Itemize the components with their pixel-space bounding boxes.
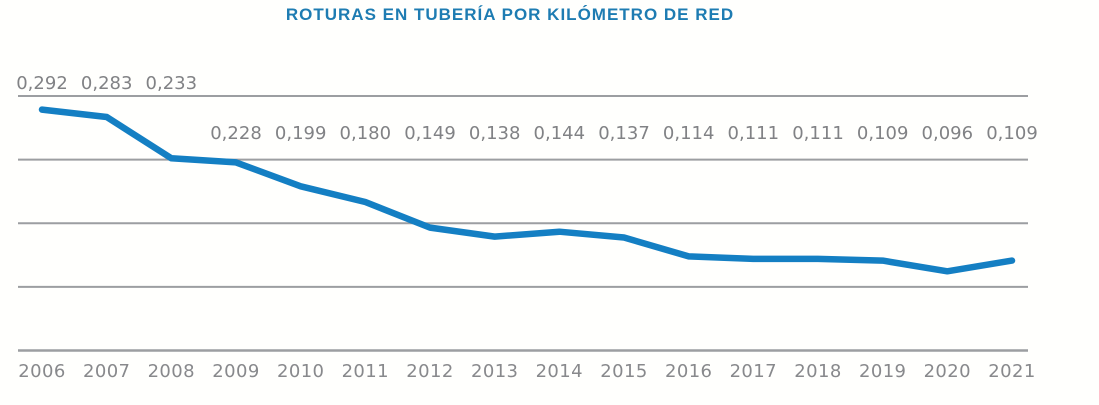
- x-tick-label: 2015: [600, 361, 647, 382]
- value-label: 0,111: [728, 123, 780, 144]
- x-tick-label: 2014: [536, 361, 583, 382]
- x-tick-label: 2021: [988, 361, 1035, 382]
- value-label: 0,111: [792, 123, 844, 144]
- x-tick-label: 2006: [18, 361, 65, 382]
- value-label: 0,137: [598, 123, 650, 144]
- value-label: 0,149: [404, 123, 456, 144]
- x-tick-label: 2016: [665, 361, 712, 382]
- x-tick-label: 2010: [277, 361, 324, 382]
- x-tick-label: 2007: [83, 361, 130, 382]
- x-tick-label: 2013: [471, 361, 518, 382]
- chart-title: ROTURAS EN TUBERÍA POR KILÓMETRO DE RED: [285, 5, 735, 24]
- value-label: 0,096: [922, 123, 974, 144]
- value-label: 0,233: [146, 73, 198, 94]
- value-label: 0,292: [16, 73, 68, 94]
- x-tick-label: 2017: [730, 361, 777, 382]
- value-label: 0,180: [340, 123, 392, 144]
- x-tick-label: 2012: [406, 361, 453, 382]
- value-label: 0,283: [81, 73, 133, 94]
- x-tick-label: 2020: [924, 361, 971, 382]
- x-tick-label: 2008: [148, 361, 195, 382]
- x-tick-label: 2011: [342, 361, 389, 382]
- value-label: 0,109: [986, 123, 1038, 144]
- x-tick-label: 2018: [794, 361, 841, 382]
- value-label: 0,144: [534, 123, 586, 144]
- value-label: 0,114: [663, 123, 715, 144]
- value-label: 0,138: [469, 123, 521, 144]
- data-line: [38, 106, 1016, 275]
- value-label: 0,228: [210, 123, 262, 144]
- x-tick-label: 2009: [212, 361, 259, 382]
- x-tick-label: 2019: [859, 361, 906, 382]
- value-label: 0,109: [857, 123, 909, 144]
- value-label: 0,199: [275, 123, 327, 144]
